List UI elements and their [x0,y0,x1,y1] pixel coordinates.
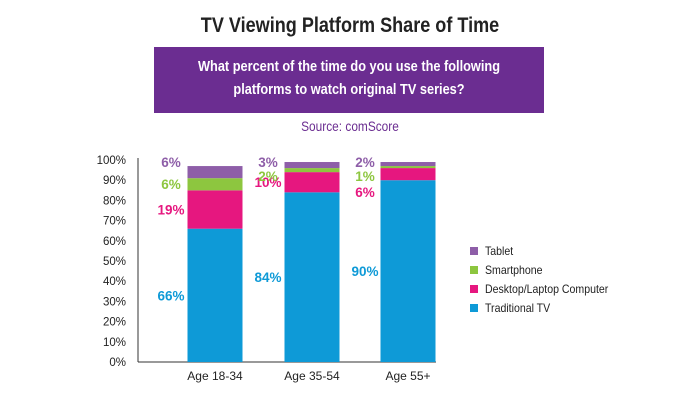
legend-label-desktop: Desktop/Laptop Computer [485,282,609,296]
question-banner: What percent of the time do you use the … [154,47,544,113]
chart-title: TV Viewing Platform Share of Time [200,14,500,37]
y-tick-label: 80% [103,195,126,207]
data-label: 66% [157,288,184,303]
bar-segment [284,162,340,169]
data-label: 1% [355,169,375,184]
x-category-label: Age 55+ [385,369,430,383]
legend-swatch-desktop [470,285,478,293]
y-tick-label: 90% [103,175,126,187]
y-tick-label: 60% [103,236,126,248]
data-label: 10% [254,175,281,190]
y-tick-label: 100% [97,155,126,167]
y-tick-label: 20% [103,317,126,329]
legend-swatch-tablet [470,247,478,255]
y-tick-label: 10% [103,337,126,349]
x-category-label: Age 18-34 [187,369,243,383]
data-label: 6% [161,177,181,192]
legend-swatch-smartphone [470,266,478,274]
bar-segment [380,166,436,169]
y-tick-label: 30% [103,296,126,308]
data-label: 2% [258,169,278,184]
data-label: 3% [258,155,278,170]
data-label: 90% [351,264,378,279]
bar-segment [380,162,436,167]
question-line-2: platforms to watch original TV series? [233,82,465,98]
y-tick-label: 40% [103,276,126,288]
data-label: 6% [355,185,375,200]
data-label: 2% [355,155,375,170]
bar-segment [284,168,340,173]
y-tick-label: 50% [103,256,126,268]
bar-segment [187,190,243,229]
bar-segment [380,168,436,181]
x-category-label: Age 35-54 [284,369,340,383]
question-line-1: What percent of the time do you use the … [197,59,500,75]
y-tick-label: 70% [103,216,126,228]
data-label: 6% [161,155,181,170]
data-label: 19% [157,202,184,217]
legend-label-tablet: Tablet [485,244,514,258]
bar-segment [284,172,340,193]
bar-segment [284,192,340,362]
legend-label-traditional-tv: Traditional TV [485,301,551,315]
data-label: 84% [254,270,281,285]
bar-segment [187,166,243,179]
y-tick-label: 0% [109,357,126,369]
source-note: Source: comScore [301,119,399,134]
bar-segment [380,180,436,362]
legend-swatch-traditional-tv [470,304,478,312]
bar-segment [187,228,243,362]
legend-label-smartphone: Smartphone [485,263,543,277]
bar-segment [187,178,243,191]
